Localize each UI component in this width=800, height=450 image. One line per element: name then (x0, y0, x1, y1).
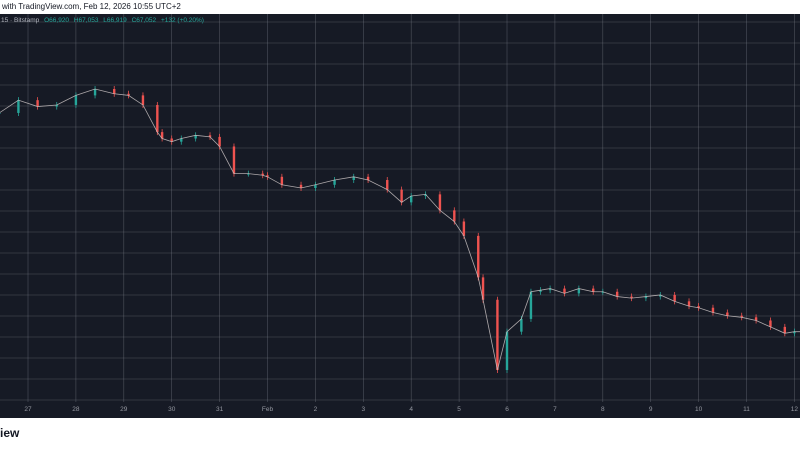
x-tick-label: 5 (457, 406, 461, 413)
candle-body (453, 210, 456, 222)
x-tick-label: 8 (601, 406, 605, 413)
price-series-line (0, 88, 800, 371)
candle-body (697, 306, 700, 308)
candle-body (496, 299, 499, 370)
candle-body (232, 146, 236, 174)
candle-body (630, 296, 633, 299)
candle-body (141, 95, 145, 105)
candle-body (314, 184, 317, 188)
candle-body (601, 291, 604, 293)
candle-body (726, 312, 729, 316)
legend-symbol: 15 · Bitstamp (1, 17, 40, 24)
candle-body (673, 294, 676, 302)
price-chart[interactable]: 27 28 29 30 31 Feb 2 3 4 5 6 7 8 9 10 11 12 (0, 14, 800, 418)
candle-body (615, 291, 619, 297)
candle-body (400, 189, 403, 203)
candle-body (180, 138, 183, 142)
chart-panel[interactable]: 15 · Bitstamp O66,920 H67,053 L66,919 C6… (0, 14, 800, 418)
candle-body (577, 288, 581, 294)
candle-body (793, 331, 796, 334)
legend-high: H67,053 (73, 17, 99, 24)
candle-body (548, 288, 552, 291)
candle-body (539, 290, 542, 292)
candle-body (592, 288, 595, 292)
candle-body (481, 277, 485, 300)
candle-body (127, 93, 130, 96)
candle-body (17, 100, 20, 113)
x-tick-label: 30 (168, 406, 176, 413)
x-tick-label: 7 (553, 406, 557, 413)
candle-body (247, 173, 250, 175)
legend-low: L66,919 (103, 17, 127, 24)
chart-caption: with TradingView.com, Feb 12, 2026 10:55… (0, 0, 800, 14)
candle-body (93, 89, 97, 96)
candle-body (424, 194, 427, 196)
candle-body (36, 100, 39, 107)
legend-close: C67,052 (131, 17, 157, 24)
x-tick-label: 6 (505, 406, 509, 413)
candle-body (462, 221, 466, 236)
x-tick-label: 29 (120, 406, 128, 413)
candle-body (333, 180, 336, 185)
candle-body (644, 296, 648, 299)
candle-body (687, 301, 691, 307)
legend-change: +132 (+0.20%) (160, 17, 204, 24)
x-tick-label: 28 (72, 406, 80, 413)
candle-body (160, 132, 164, 139)
candle-body (366, 176, 370, 181)
candle-body (280, 176, 284, 185)
x-tick-label: 31 (216, 406, 224, 413)
candle-body (477, 235, 480, 278)
candle-body (520, 318, 523, 332)
x-tick-label: 9 (649, 406, 653, 413)
price-legend: 15 · Bitstamp O66,920 H67,053 L66,919 C6… (1, 17, 207, 24)
candle-body (156, 104, 159, 133)
brand-logo-text: iew (0, 426, 20, 440)
candle-body (659, 294, 662, 297)
candle-body (769, 320, 772, 327)
candle-body (208, 135, 212, 137)
x-tick-label: 12 (791, 406, 799, 413)
candle-body (74, 95, 78, 105)
candle-body (438, 194, 442, 211)
candle-body (55, 104, 58, 107)
candle-body (711, 307, 715, 313)
candle-body (218, 136, 221, 147)
candle-body (170, 138, 173, 142)
x-tick-label: 2 (314, 406, 318, 413)
candle-body (113, 89, 116, 94)
candle-body (754, 317, 758, 321)
candle-body (386, 180, 389, 190)
x-tick-label: 11 (743, 406, 750, 413)
candle-body (783, 326, 787, 334)
candle-body (261, 173, 264, 176)
candle-body (410, 195, 413, 203)
candle-body (740, 315, 743, 318)
candle-body (299, 184, 303, 188)
candle-body (529, 291, 533, 319)
x-tick-label: 3 (361, 406, 365, 413)
candle-body (563, 288, 566, 294)
x-tick-label: 4 (409, 406, 413, 413)
candle-body (352, 176, 355, 181)
legend-open: O66,920 (44, 17, 70, 24)
candle-body (194, 135, 197, 139)
candle-body (505, 331, 509, 370)
candle-body (266, 175, 269, 177)
x-tick-label: 27 (24, 406, 32, 413)
x-tick-label: 10 (695, 406, 703, 413)
footer: iew (0, 418, 800, 450)
x-tick-label: Feb (262, 406, 274, 413)
